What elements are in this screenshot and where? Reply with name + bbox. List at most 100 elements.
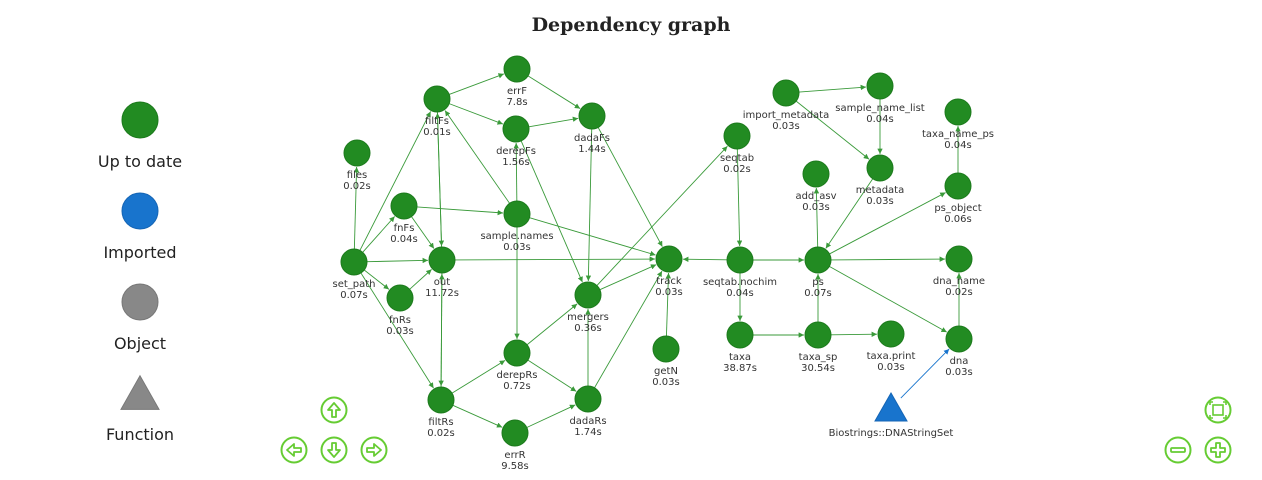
edges-layer <box>353 73 962 428</box>
node-name-label: taxa_name_ps <box>922 129 994 140</box>
node-name-label: filtFs <box>425 116 449 127</box>
node-taxa-name-ps[interactable]: taxa_name_ps0.04s <box>922 98 994 151</box>
node-name-label: seqtab.nochim <box>703 277 777 288</box>
node-circle[interactable] <box>503 200 531 228</box>
node-circle[interactable] <box>340 248 368 276</box>
node-time-label: 0.01s <box>423 127 450 138</box>
node-circle[interactable] <box>726 321 754 349</box>
node-circle[interactable] <box>944 98 972 126</box>
node-circle[interactable] <box>652 335 680 363</box>
node-circle[interactable] <box>427 386 455 414</box>
node-circle[interactable] <box>866 72 894 100</box>
zoom-in-button[interactable] <box>1204 436 1232 464</box>
node-circle[interactable] <box>343 139 371 167</box>
edge-ps-to-ps_object <box>829 192 946 255</box>
node-circle[interactable] <box>503 339 531 367</box>
pan-left-button[interactable] <box>280 436 308 464</box>
node-name-label: sample_name_list <box>835 103 924 114</box>
node-circle[interactable] <box>655 245 683 273</box>
pan-right-button[interactable] <box>360 436 388 464</box>
node-circle[interactable] <box>574 281 602 309</box>
node-time-label: 0.04s <box>390 234 417 245</box>
node-circle[interactable] <box>944 172 972 200</box>
node-circle[interactable] <box>772 79 800 107</box>
node-circle[interactable] <box>866 154 894 182</box>
node-circle[interactable] <box>723 122 751 150</box>
node-name-label: fnRs <box>389 315 411 326</box>
node-time-label: 9.58s <box>501 461 528 472</box>
node-circle[interactable] <box>502 115 530 143</box>
legend-label: Up to date <box>97 152 183 171</box>
node-circle[interactable] <box>578 102 606 130</box>
node-time-label: 0.72s <box>503 381 530 392</box>
node-circle[interactable] <box>386 284 414 312</box>
fit-view-button[interactable] <box>1204 396 1232 424</box>
node-name-label: import_metadata <box>743 110 829 121</box>
zoom-out-button[interactable] <box>1164 436 1192 464</box>
node-ps[interactable]: ps0.07s <box>804 246 832 299</box>
node-time-label: 38.87s <box>723 363 757 374</box>
node-circle[interactable] <box>501 419 529 447</box>
node-circle[interactable] <box>945 245 973 273</box>
node-circle[interactable] <box>503 55 531 83</box>
node-circle[interactable] <box>945 325 973 353</box>
node-circle[interactable] <box>390 192 418 220</box>
arrow-down-icon <box>320 436 348 464</box>
node-circle[interactable] <box>423 85 451 113</box>
node-name-label: ps <box>812 277 824 288</box>
node-circle[interactable] <box>726 246 754 274</box>
zoom-in-icon <box>1204 436 1232 464</box>
node-time-label: 1.56s <box>502 157 529 168</box>
node-name-label: taxa <box>729 352 751 363</box>
edge-sample_names-to-track <box>529 217 656 257</box>
node-circle[interactable] <box>428 246 456 274</box>
node-circle[interactable] <box>804 246 832 274</box>
node-time-label: 0.02s <box>343 181 370 192</box>
arrow-right-icon <box>360 436 388 464</box>
node-name-label: fnFs <box>394 223 415 234</box>
function-triangle[interactable] <box>874 391 908 422</box>
node-name-label: dadaRs <box>569 416 606 427</box>
node-time-label: 0.07s <box>340 290 367 301</box>
node-biostrings[interactable]: Biostrings::DNAStringSet <box>829 391 954 439</box>
edge-biostrings-to-dna <box>900 348 950 399</box>
edge-fnFs-to-out <box>411 216 435 249</box>
node-circle[interactable] <box>574 385 602 413</box>
node-circle[interactable] <box>802 160 830 188</box>
node-circle[interactable] <box>804 321 832 349</box>
node-circle[interactable] <box>877 320 905 348</box>
pan-down-button[interactable] <box>320 436 348 464</box>
pan-up-button[interactable] <box>320 396 348 424</box>
